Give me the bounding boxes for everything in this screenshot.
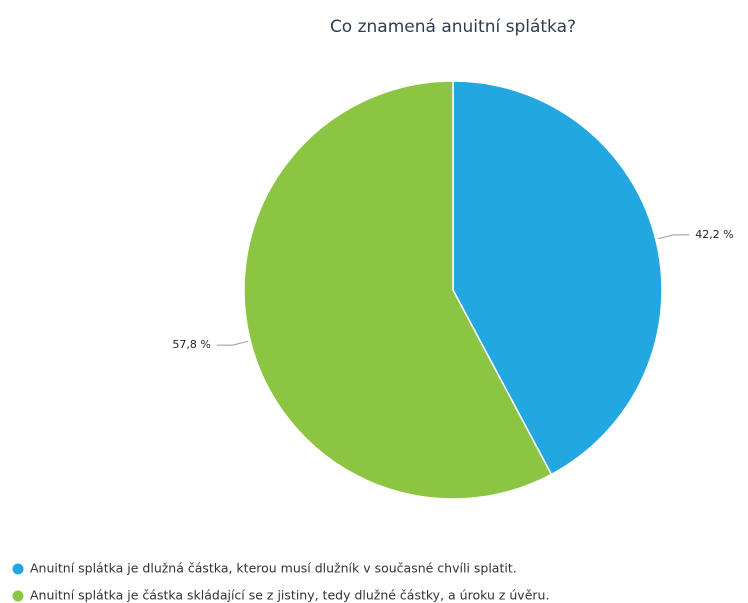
pie-slice bbox=[243, 80, 553, 500]
pie-slice bbox=[452, 80, 663, 476]
legend-marker bbox=[12, 590, 24, 602]
chart-title: Co znamená anuitní splátka? bbox=[330, 17, 576, 37]
leader-line bbox=[216, 340, 249, 346]
legend-marker bbox=[12, 563, 24, 575]
data-label: 42,2 % bbox=[695, 228, 733, 241]
data-label: 57,8 % bbox=[172, 338, 210, 351]
legend-label: Anuitní splátka je dlužná částka, kterou… bbox=[30, 561, 517, 576]
legend-label: Anuitní splátka je částka skládající se … bbox=[30, 588, 549, 603]
leader-line bbox=[657, 234, 690, 240]
